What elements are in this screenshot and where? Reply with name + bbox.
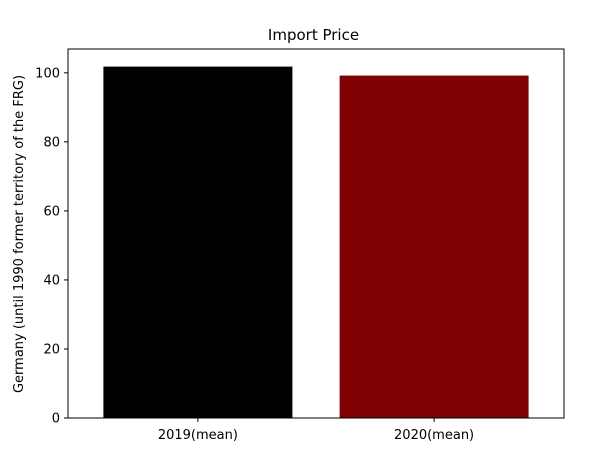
chart-title: Import Price [268,26,359,44]
y-tick-label: 20 [43,342,60,357]
bar-2019-mean- [103,66,293,418]
y-tick-label: 0 [52,412,60,427]
y-tick-label: 80 [43,135,60,150]
x-tick-label: 2019(mean) [158,428,238,443]
y-tick-label: 40 [43,273,60,288]
bar-2020-mean- [339,75,529,418]
y-tick-label: 100 [35,66,60,81]
y-tick-label: 60 [43,204,60,219]
x-tick-label: 2020(mean) [394,428,474,443]
plot-frame [67,48,565,419]
plot-area: 2019(mean) 2020(mean) 0 20 40 60 80 100 [35,66,529,443]
y-axis-label: Germany (until 1990 former territory of … [12,75,27,393]
